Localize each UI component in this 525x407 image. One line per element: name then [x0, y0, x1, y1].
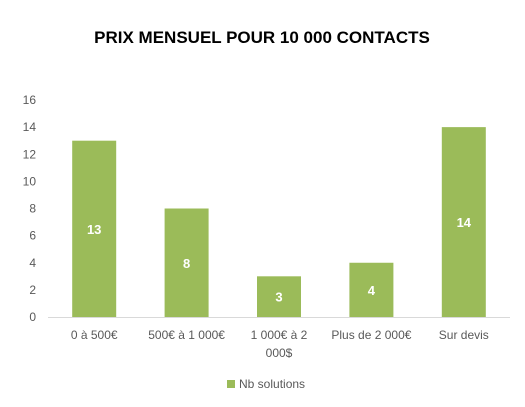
- bar: [257, 276, 301, 317]
- data-label: 4: [368, 283, 376, 298]
- y-tick-label: 6: [29, 229, 36, 243]
- x-tick-label: 1 000€ à 2: [251, 328, 308, 342]
- bar: [441, 127, 486, 317]
- x-tick-label: 500€ à 1 000€: [148, 328, 225, 342]
- y-tick-label: 4: [29, 256, 36, 270]
- data-label: 13: [87, 222, 101, 237]
- y-tick-label: 10: [23, 174, 37, 188]
- y-axis: 0 2 4 6 8 10 12 14 16: [23, 93, 37, 324]
- y-tick-label: 16: [23, 93, 37, 107]
- y-tick-label: 12: [23, 147, 37, 161]
- x-tick-label: Sur devis: [439, 328, 489, 342]
- legend-swatch: [227, 380, 235, 388]
- bar: [72, 140, 117, 317]
- x-tick-label: 000$: [266, 346, 293, 360]
- data-label: 3: [275, 290, 282, 305]
- legend-label: Nb solutions: [239, 377, 305, 391]
- bar: [349, 262, 394, 317]
- legend: Nb solutions: [227, 377, 305, 391]
- chart-title: PRIX MENSUEL POUR 10 000 CONTACTS: [94, 28, 430, 47]
- bars: 13 8 3 4 14: [72, 127, 486, 317]
- x-tick-label: Plus de 2 000€: [331, 328, 411, 342]
- y-tick-label: 8: [29, 202, 36, 216]
- x-axis: 0 à 500€ 500€ à 1 000€ 1 000€ à 2 000$ Plus …: [48, 317, 510, 360]
- data-label: 8: [183, 256, 190, 271]
- data-label: 14: [457, 215, 472, 230]
- y-tick-label: 0: [29, 310, 36, 324]
- y-tick-label: 14: [23, 120, 37, 134]
- bar: [164, 208, 209, 317]
- x-tick-label: 0 à 500€: [71, 328, 118, 342]
- y-tick-label: 2: [29, 283, 36, 297]
